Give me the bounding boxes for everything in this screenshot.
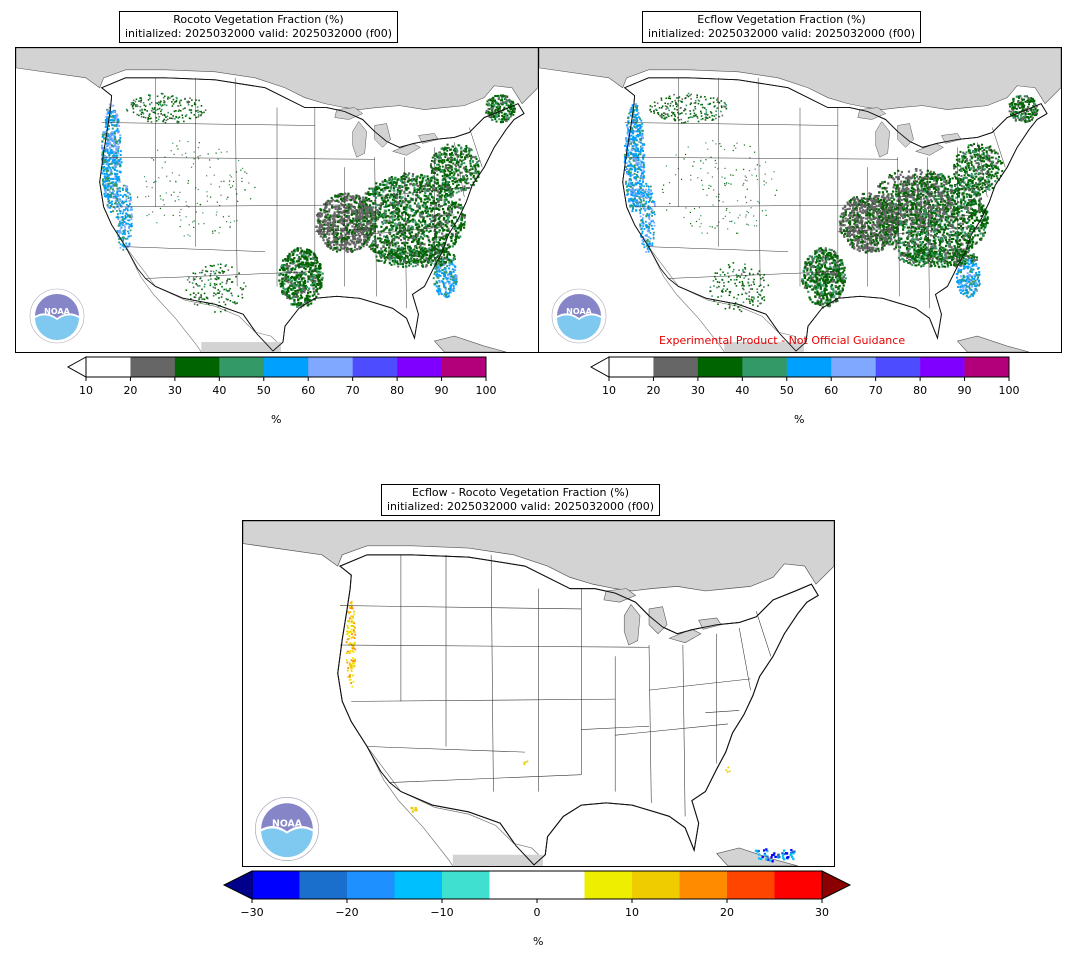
colorbar-swatch (174, 357, 220, 377)
title-line-2: initialized: 2025032000 valid: 202503200… (125, 27, 392, 40)
colorbar-tick-label: 20 (646, 384, 660, 397)
map-difference (242, 520, 835, 867)
panel-title-ecflow: Ecflow Vegetation Fraction (%) initializ… (642, 11, 921, 43)
colorbar-tick-label: 60 (824, 384, 838, 397)
colorbar-swatch (263, 357, 309, 377)
colorbar-tick-label: 70 (869, 384, 883, 397)
colorbar-tick-label: −10 (430, 906, 453, 919)
colorbar-swatch (347, 871, 395, 899)
colorbar-swatch (442, 871, 490, 899)
colorbar-tick-label: 60 (301, 384, 315, 397)
title-line-2: initialized: 2025032000 valid: 202503200… (387, 500, 654, 513)
noaa-logo: NOAA (22, 288, 92, 348)
noaa-logo: NOAA (246, 796, 328, 866)
colorbar-tick-label: 90 (435, 384, 449, 397)
map-drawing (243, 521, 834, 866)
colorbar-swatch (130, 357, 176, 377)
colorbar-swatch (537, 871, 585, 899)
colorbar-swatch (632, 871, 680, 899)
noaa-logo-text: NOAA (566, 307, 592, 316)
colorbar-tick-label: 100 (476, 384, 497, 397)
map-drawing (539, 48, 1061, 352)
map-rocoto (15, 47, 539, 353)
colorbar-tick-label: 10 (79, 384, 93, 397)
colorbar-swatch (875, 357, 921, 377)
colorbar-swatch (653, 357, 699, 377)
noaa-logo-text: NOAA (272, 819, 303, 830)
colorbar-swatch (697, 357, 743, 377)
panel-title-diff: Ecflow - Rocoto Vegetation Fraction (%) … (381, 484, 660, 516)
colorbar-tick-label: 50 (780, 384, 794, 397)
colorbar-tick-label: 30 (691, 384, 705, 397)
colorbar-swatch (219, 357, 265, 377)
panel-title-rocoto: Rocoto Vegetation Fraction (%) initializ… (119, 11, 398, 43)
colorbar-swatch (786, 357, 832, 377)
colorbar-difference: −30 −20 −10 0 10 20 30 (222, 870, 854, 934)
colorbar-ecflow: 10 20 30 40 50 60 70 80 90 100 (589, 356, 1020, 420)
colorbar-tick-label: −30 (240, 906, 263, 919)
colorbar-swatch (86, 357, 131, 377)
colorbar-tick-label: 100 (999, 384, 1020, 397)
colorbar-swatch (584, 871, 633, 899)
title-line-1: Ecflow Vegetation Fraction (%) (697, 13, 866, 26)
colorbar-swatch (774, 871, 823, 899)
colorbar-tick-label: 50 (257, 384, 271, 397)
map-ecflow (538, 47, 1062, 353)
colorbar-swatch (394, 871, 443, 899)
title-line-1: Ecflow - Rocoto Vegetation Fraction (%) (411, 486, 630, 499)
map-drawing (16, 48, 538, 352)
colorbar-unit-label: % (794, 413, 805, 426)
colorbar-tick-label: 90 (958, 384, 972, 397)
experimental-disclaimer: Experimental Product - Not Official Guid… (659, 334, 906, 347)
colorbar-extend-min (589, 356, 610, 378)
colorbar-swatch (742, 357, 788, 377)
colorbar-swatch (964, 357, 1010, 377)
colorbar-extend-min (222, 870, 253, 900)
colorbar-tick-label: 80 (390, 384, 404, 397)
colorbar-swatch (609, 357, 654, 377)
noaa-logo-text: NOAA (44, 307, 70, 316)
colorbar-extend-max (821, 870, 852, 900)
colorbar-tick-label: 20 (123, 384, 137, 397)
colorbar-swatch (299, 871, 348, 899)
colorbar-tick-label: 40 (212, 384, 226, 397)
colorbar-swatch (727, 871, 775, 899)
colorbar-tick-label: −20 (335, 906, 358, 919)
noaa-logo: NOAA (544, 288, 614, 348)
colorbar-swatch (252, 871, 300, 899)
colorbar-swatch (441, 357, 487, 377)
title-line-2: initialized: 2025032000 valid: 202503200… (648, 27, 915, 40)
colorbar-swatch (352, 357, 398, 377)
colorbar-tick-label: 0 (534, 906, 541, 919)
colorbar-tick-label: 70 (346, 384, 360, 397)
colorbar-rocoto: 10 20 30 40 50 60 70 80 90 100 (66, 356, 497, 420)
colorbar-tick-label: 30 (815, 906, 829, 919)
colorbar-tick-label: 40 (735, 384, 749, 397)
title-line-1: Rocoto Vegetation Fraction (%) (173, 13, 344, 26)
colorbar-tick-label: 80 (913, 384, 927, 397)
colorbar-unit-label: % (271, 413, 282, 426)
colorbar-tick-label: 10 (625, 906, 639, 919)
colorbar-swatch (489, 871, 538, 899)
colorbar-tick-label: 20 (720, 906, 734, 919)
colorbar-swatch (831, 357, 876, 377)
colorbar-tick-label: 30 (168, 384, 182, 397)
colorbar-tick-label: 10 (602, 384, 616, 397)
colorbar-unit-label: % (533, 935, 544, 948)
colorbar-swatch (308, 357, 353, 377)
colorbar-extend-min (66, 356, 87, 378)
colorbar-swatch (397, 357, 442, 377)
colorbar-swatch (920, 357, 965, 377)
colorbar-swatch (679, 871, 728, 899)
